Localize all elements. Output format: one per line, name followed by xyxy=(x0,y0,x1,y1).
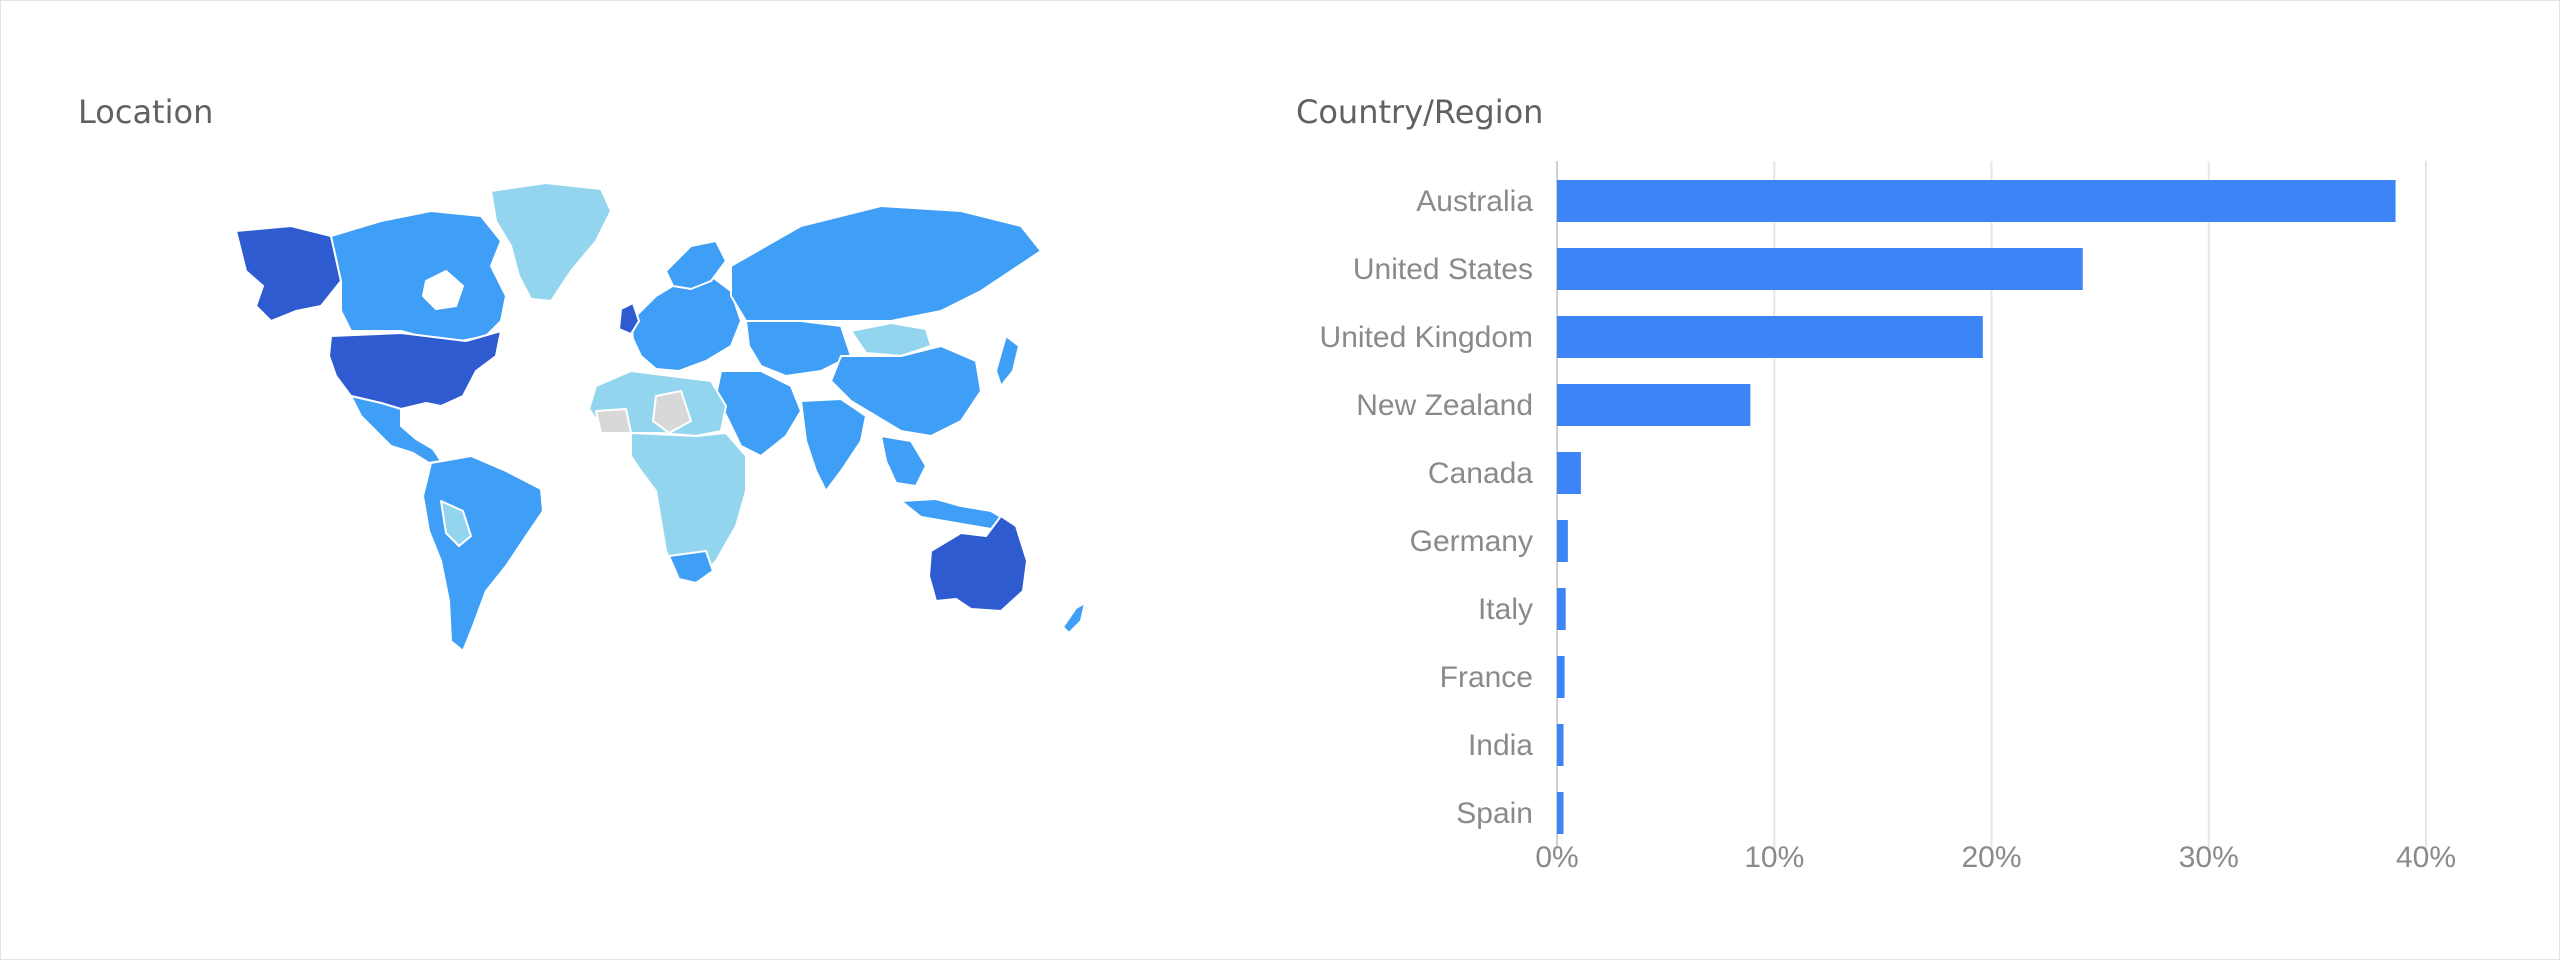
bar-italy[interactable] xyxy=(1557,588,1566,630)
map-region-southeast-asia[interactable] xyxy=(880,435,927,487)
bar-spain[interactable] xyxy=(1557,792,1564,834)
map-region-united-kingdom[interactable] xyxy=(618,302,640,335)
map-region-greenland[interactable] xyxy=(490,182,612,302)
bar-india[interactable] xyxy=(1557,724,1564,766)
x-tick-label: 30% xyxy=(2179,841,2239,874)
bar-united-kingdom[interactable] xyxy=(1557,316,1983,358)
map-region-central-asia[interactable] xyxy=(745,320,852,377)
map-region-south-africa[interactable] xyxy=(668,550,714,584)
map-region-south-america[interactable] xyxy=(422,455,544,652)
bar-france[interactable] xyxy=(1557,656,1565,698)
map-region-mongolia[interactable] xyxy=(850,322,932,357)
category-labels: Australia United States United Kingdom New … xyxy=(1320,185,1534,830)
map-region-australia[interactable] xyxy=(928,515,1028,612)
map-region-new-zealand[interactable] xyxy=(1062,602,1086,634)
bar-united-states[interactable] xyxy=(1557,248,2083,290)
map-region-united-states[interactable] xyxy=(328,330,502,410)
category-label: Australia xyxy=(1416,185,1533,218)
category-label: India xyxy=(1468,729,1533,762)
category-label: United States xyxy=(1353,253,1533,286)
map-region-india[interactable] xyxy=(800,398,867,492)
location-title: Location xyxy=(78,93,214,131)
category-label: Germany xyxy=(1410,525,1533,558)
map-region-china[interactable] xyxy=(830,345,982,437)
bar-germany[interactable] xyxy=(1557,520,1568,562)
category-label: New Zealand xyxy=(1356,389,1533,422)
map-region-alaska[interactable] xyxy=(235,225,342,322)
country-region-title: Country/Region xyxy=(1296,93,1544,131)
x-axis-tick-labels: 0% 10% 20% 30% 40% xyxy=(1535,841,2456,874)
category-label: France xyxy=(1440,661,1533,694)
bars xyxy=(1557,180,2396,834)
bar-australia[interactable] xyxy=(1557,180,2396,222)
x-tick-label: 20% xyxy=(1961,841,2021,874)
x-tick-label: 10% xyxy=(1744,841,1804,874)
map-region-andes[interactable] xyxy=(440,500,472,547)
category-label: Italy xyxy=(1478,593,1533,626)
map-region-scandinavia[interactable] xyxy=(665,240,727,290)
bar-canada[interactable] xyxy=(1557,452,1581,494)
category-label: Canada xyxy=(1428,457,1533,490)
map-region-canada[interactable] xyxy=(330,210,507,342)
bar-new-zealand[interactable] xyxy=(1557,384,1751,426)
category-label: Spain xyxy=(1456,797,1533,830)
map-region-hudson-bay xyxy=(422,270,464,310)
x-tick-label: 40% xyxy=(2396,841,2456,874)
category-label: United Kingdom xyxy=(1320,321,1533,354)
map-region-japan[interactable] xyxy=(995,335,1020,387)
world-map[interactable] xyxy=(201,171,1101,671)
map-region-chad[interactable] xyxy=(652,390,692,434)
x-tick-label: 0% xyxy=(1535,841,1578,874)
